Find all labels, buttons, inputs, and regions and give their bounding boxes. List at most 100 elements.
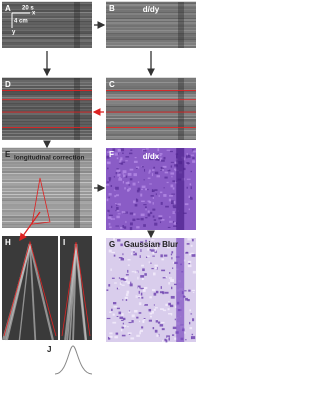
texture — [140, 292, 143, 296]
texture — [164, 291, 169, 294]
texture — [127, 325, 129, 328]
texture — [191, 333, 194, 336]
texture — [169, 150, 173, 153]
texture — [123, 325, 127, 327]
texture — [141, 185, 146, 189]
texture — [143, 317, 146, 321]
texture — [148, 153, 150, 156]
texture — [119, 316, 124, 319]
texture — [109, 153, 114, 156]
texture — [159, 157, 162, 160]
texture — [139, 331, 142, 335]
texture — [162, 309, 167, 312]
texture — [159, 154, 162, 157]
texture — [116, 209, 120, 212]
texture — [125, 293, 129, 297]
texture — [162, 339, 164, 343]
texture — [165, 205, 169, 208]
texture — [190, 244, 193, 247]
texture — [120, 227, 123, 229]
texture — [120, 148, 125, 152]
texture — [119, 174, 121, 176]
texture — [170, 184, 174, 188]
texture — [28, 243, 54, 341]
texture — [125, 274, 129, 276]
texture — [167, 336, 169, 339]
texture — [112, 302, 117, 305]
panel-label: E — [5, 150, 11, 159]
texture — [117, 203, 121, 206]
texture — [166, 149, 171, 151]
texture — [152, 202, 154, 205]
texture — [143, 287, 148, 290]
texture — [141, 326, 144, 329]
texture — [171, 334, 175, 336]
texture — [167, 308, 170, 311]
texture — [118, 277, 121, 279]
texture — [5, 243, 31, 341]
texture — [108, 196, 110, 199]
texture — [184, 290, 187, 292]
texture — [108, 177, 112, 180]
texture — [119, 159, 122, 162]
texture — [158, 194, 160, 197]
texture — [170, 161, 174, 163]
texture — [116, 157, 119, 160]
texture — [189, 327, 193, 330]
texture — [120, 243, 123, 247]
arrows — [19, 21, 155, 242]
texture — [157, 155, 159, 157]
texture — [171, 257, 173, 260]
profile-curve — [54, 345, 93, 375]
texture — [127, 172, 132, 176]
texture — [124, 187, 126, 190]
texture — [108, 222, 111, 226]
texture — [135, 242, 137, 246]
texture — [114, 152, 118, 156]
texture — [122, 299, 124, 301]
texture — [149, 158, 154, 161]
texture — [129, 222, 133, 226]
texture — [117, 149, 121, 152]
texture — [113, 306, 118, 308]
texture — [125, 298, 128, 301]
texture — [152, 255, 155, 257]
texture — [108, 214, 113, 216]
texture — [127, 188, 129, 192]
texture — [190, 313, 193, 315]
texture — [154, 222, 158, 226]
texture — [191, 336, 196, 340]
texture — [121, 326, 124, 329]
texture — [154, 247, 158, 250]
scale-time: 20 s — [22, 6, 34, 12]
texture — [161, 258, 164, 261]
texture — [119, 257, 121, 260]
texture — [140, 249, 142, 252]
texture — [107, 150, 110, 153]
texture — [160, 286, 162, 289]
texture — [169, 272, 171, 274]
texture — [145, 217, 148, 219]
texture — [185, 155, 188, 159]
texture — [133, 241, 135, 243]
texture — [163, 194, 167, 197]
texture — [155, 157, 158, 161]
panel-label: J — [47, 345, 51, 354]
texture — [108, 193, 112, 196]
texture — [125, 220, 127, 224]
texture — [122, 317, 126, 321]
texture — [159, 291, 164, 294]
texture — [116, 215, 120, 219]
texture — [153, 155, 157, 157]
texture — [140, 193, 143, 197]
panel-label: D — [5, 80, 11, 89]
texture — [170, 253, 173, 256]
texture — [137, 187, 141, 191]
texture — [149, 183, 152, 185]
texture — [138, 297, 140, 299]
texture — [136, 316, 139, 319]
texture — [106, 181, 110, 183]
panel: J — [47, 345, 93, 375]
texture — [170, 172, 175, 175]
texture — [171, 193, 176, 195]
